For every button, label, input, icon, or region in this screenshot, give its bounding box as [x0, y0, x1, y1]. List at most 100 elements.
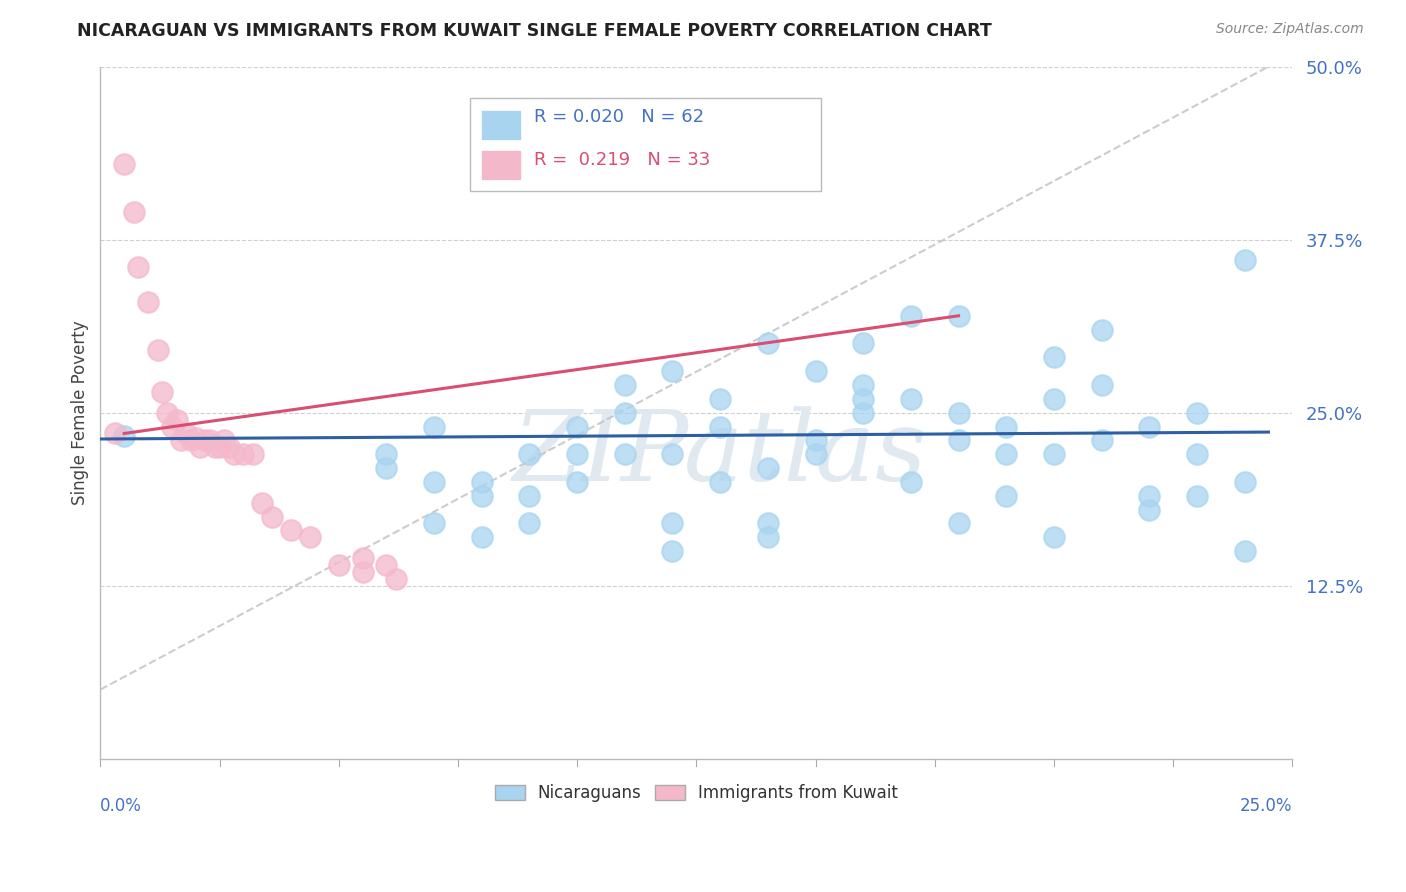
Point — [242, 447, 264, 461]
Point — [519, 516, 541, 531]
Point — [995, 447, 1018, 461]
FancyBboxPatch shape — [482, 151, 520, 179]
Point — [756, 516, 779, 531]
Point — [756, 461, 779, 475]
Point — [852, 406, 875, 420]
Point — [1137, 502, 1160, 516]
Point — [1043, 447, 1066, 461]
Point — [900, 309, 922, 323]
Point — [471, 489, 494, 503]
Point — [948, 309, 970, 323]
Point — [375, 447, 398, 461]
Point — [900, 475, 922, 489]
Point — [565, 419, 588, 434]
Point — [180, 434, 202, 448]
Point — [661, 516, 683, 531]
Point — [156, 406, 179, 420]
Point — [1185, 447, 1208, 461]
Point — [352, 551, 374, 566]
Point — [852, 392, 875, 406]
Point — [222, 447, 245, 461]
Point — [190, 440, 212, 454]
Point — [709, 419, 731, 434]
Point — [252, 496, 274, 510]
Point — [194, 434, 217, 448]
Point — [218, 440, 240, 454]
Point — [104, 426, 127, 441]
FancyBboxPatch shape — [470, 98, 821, 191]
Point — [756, 530, 779, 544]
Point — [804, 434, 827, 448]
Text: 25.0%: 25.0% — [1240, 797, 1292, 815]
Point — [112, 429, 135, 443]
Point — [170, 434, 193, 448]
Point — [1233, 475, 1256, 489]
Point — [112, 156, 135, 170]
Point — [1043, 530, 1066, 544]
Point — [385, 572, 408, 586]
Point — [709, 475, 731, 489]
Point — [1090, 323, 1112, 337]
Point — [565, 447, 588, 461]
Point — [1185, 489, 1208, 503]
Point — [1090, 434, 1112, 448]
Point — [852, 378, 875, 392]
Text: R = 0.020   N = 62: R = 0.020 N = 62 — [534, 108, 704, 126]
Point — [661, 364, 683, 378]
Point — [150, 384, 173, 399]
Point — [1137, 419, 1160, 434]
Point — [214, 434, 236, 448]
Point — [232, 447, 254, 461]
Point — [1043, 351, 1066, 365]
Point — [375, 558, 398, 572]
Point — [160, 419, 183, 434]
Point — [995, 489, 1018, 503]
Point — [900, 392, 922, 406]
Point — [756, 336, 779, 351]
Point — [423, 516, 446, 531]
Point — [1090, 378, 1112, 392]
Y-axis label: Single Female Poverty: Single Female Poverty — [72, 320, 89, 505]
Text: NICARAGUAN VS IMMIGRANTS FROM KUWAIT SINGLE FEMALE POVERTY CORRELATION CHART: NICARAGUAN VS IMMIGRANTS FROM KUWAIT SIN… — [77, 22, 993, 40]
Point — [423, 419, 446, 434]
Point — [565, 475, 588, 489]
Point — [661, 544, 683, 558]
Point — [128, 260, 150, 275]
Point — [208, 440, 231, 454]
Point — [1137, 489, 1160, 503]
Point — [198, 434, 221, 448]
Point — [260, 509, 283, 524]
Text: R =  0.219   N = 33: R = 0.219 N = 33 — [534, 151, 710, 169]
Text: 0.0%: 0.0% — [100, 797, 142, 815]
Point — [1185, 406, 1208, 420]
Point — [613, 378, 636, 392]
Point — [613, 406, 636, 420]
Point — [613, 447, 636, 461]
Point — [471, 530, 494, 544]
Point — [1043, 392, 1066, 406]
Point — [852, 336, 875, 351]
Point — [948, 406, 970, 420]
Point — [661, 447, 683, 461]
Point — [519, 447, 541, 461]
Point — [280, 524, 302, 538]
Point — [299, 530, 322, 544]
Point — [519, 489, 541, 503]
Point — [375, 461, 398, 475]
Point — [804, 447, 827, 461]
Point — [948, 434, 970, 448]
Point — [122, 205, 145, 219]
Point — [184, 431, 207, 445]
Point — [136, 295, 159, 310]
Point — [948, 516, 970, 531]
Point — [146, 343, 169, 358]
Point — [174, 426, 197, 441]
Point — [328, 558, 350, 572]
Point — [709, 392, 731, 406]
Point — [204, 440, 226, 454]
Text: ZIPatlas: ZIPatlas — [513, 407, 928, 502]
Point — [1233, 253, 1256, 268]
Legend: Nicaraguans, Immigrants from Kuwait: Nicaraguans, Immigrants from Kuwait — [495, 784, 898, 803]
Text: Source: ZipAtlas.com: Source: ZipAtlas.com — [1216, 22, 1364, 37]
Point — [1233, 544, 1256, 558]
